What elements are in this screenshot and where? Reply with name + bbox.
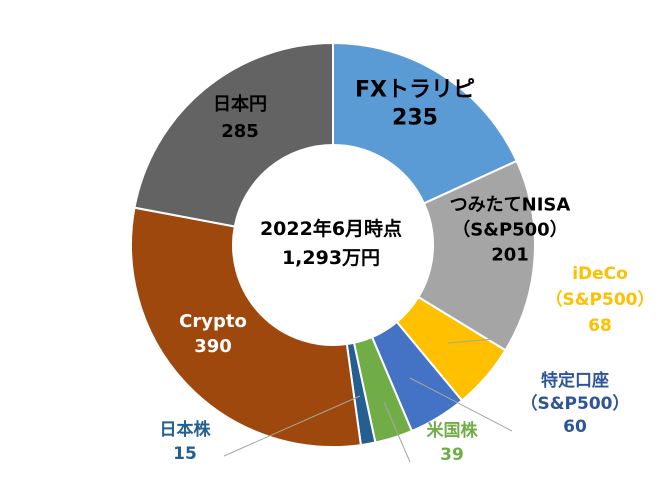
slice-label-3-0: 特定口座 <box>541 370 609 391</box>
slice-label-1-1: （S&P500） <box>452 220 567 241</box>
slice-label-1-0: つみたてNISA <box>450 195 571 216</box>
slice-label-7-0: 日本円 <box>213 93 267 115</box>
slice-0 <box>332 41 519 205</box>
slice-value-1-2: 201 <box>491 245 529 266</box>
slice-6 <box>130 206 363 448</box>
slice-value-0-1: 235 <box>392 106 438 131</box>
slice-value-6-1: 390 <box>194 336 232 357</box>
center-text-1: 1,293万円 <box>282 247 380 269</box>
slices-layer <box>130 41 536 448</box>
slice-label-2-1: （S&P500） <box>545 289 654 310</box>
center-label: 2022年6月時点 1,293万円 <box>260 217 402 269</box>
leader-line-3 <box>409 377 513 432</box>
slice-label-3-1: （S&P500） <box>520 393 629 414</box>
slice-label-4-0: 米国株 <box>427 420 479 441</box>
slice-value-5-1: 15 <box>173 444 197 464</box>
slice-7 <box>133 41 334 228</box>
slice-value-4-1: 39 <box>440 445 464 465</box>
leader-lines <box>223 337 513 463</box>
slice-label-0-0: FXトラリピ <box>355 78 475 103</box>
slice-label-2-0: iDeCo <box>572 264 628 284</box>
leader-line-4 <box>383 401 411 463</box>
slice-label-5-0: 日本株 <box>160 419 212 440</box>
data-labels: FXトラリピ 235 つみたてNISA （S&P500） 201 iDeCo （S&P500… <box>160 78 655 466</box>
slice-label-6-0: Crypto <box>179 311 247 332</box>
slice-value-7-1: 285 <box>221 121 259 142</box>
slice-1 <box>416 159 536 352</box>
slice-value-3-2: 60 <box>563 417 587 437</box>
center-text-0: 2022年6月時点 <box>260 217 402 240</box>
leader-line-5 <box>223 395 361 457</box>
slice-value-2-2: 68 <box>588 316 612 336</box>
leader-line-2 <box>447 337 506 344</box>
